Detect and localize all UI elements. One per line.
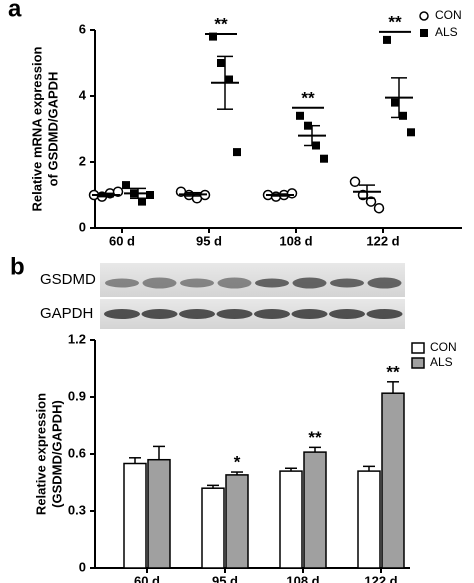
band	[105, 278, 139, 288]
panel-label: b	[10, 253, 25, 280]
band	[142, 277, 177, 289]
band	[180, 278, 214, 288]
y-tick-label: 0	[79, 219, 86, 234]
data-point	[146, 191, 154, 199]
data-point	[349, 176, 361, 188]
data-point	[225, 75, 233, 84]
y-axis-label: of GSDMD/GAPDH	[45, 72, 60, 187]
legend-swatch	[411, 342, 425, 354]
x-tick-label: 60 d	[134, 573, 160, 583]
data-point	[320, 154, 328, 163]
y-tick-label: 2	[79, 153, 86, 168]
data-point	[373, 202, 385, 214]
data-point	[383, 35, 391, 44]
y-tick-label: 4	[79, 87, 87, 102]
y-tick-label: 0.3	[68, 502, 86, 517]
band	[216, 309, 253, 319]
bar	[123, 462, 147, 569]
bar	[225, 474, 249, 569]
legend-label: CON	[430, 340, 457, 354]
band	[104, 309, 140, 319]
band	[254, 309, 290, 319]
x-tick-label: 95 d	[196, 233, 222, 248]
y-tick-label: 0	[79, 559, 86, 574]
band	[330, 278, 364, 288]
band	[217, 277, 252, 289]
y-tick-label: 0.6	[68, 445, 86, 460]
data-point	[217, 59, 225, 67]
blot-label: GSDMD	[40, 271, 96, 288]
y-tick-label: 0.9	[68, 388, 86, 403]
legend-label: ALS	[430, 355, 453, 369]
band	[367, 277, 402, 289]
band	[291, 309, 328, 319]
band	[179, 309, 215, 319]
y-tick-label: 1.2	[68, 331, 86, 346]
data-point	[391, 98, 399, 107]
bar	[279, 470, 303, 569]
bar	[381, 392, 405, 569]
blot-bands	[104, 277, 403, 319]
data-point	[233, 148, 241, 157]
significance-label: *	[234, 453, 241, 472]
x-tick-label: 60 d	[109, 233, 135, 248]
data-point	[365, 196, 377, 207]
significance-label: **	[301, 88, 315, 107]
y-axis-label: Relative mRNA expression	[29, 46, 44, 211]
data-point	[399, 111, 407, 120]
band	[329, 309, 365, 319]
bar	[201, 487, 225, 569]
legend-label: ALS	[435, 25, 458, 39]
x-tick-label: 108 d	[279, 233, 312, 248]
data-point	[407, 128, 415, 137]
y-tick-label: 6	[79, 21, 86, 36]
data-point	[112, 186, 124, 197]
band	[255, 278, 289, 288]
data-point	[138, 197, 146, 206]
legend-label: CON	[435, 8, 462, 22]
band	[141, 309, 178, 319]
x-tick-label: 95 d	[212, 573, 238, 583]
band	[366, 309, 403, 319]
legend-swatch	[411, 357, 425, 369]
panel-label: a	[8, 0, 22, 22]
data-point	[286, 188, 298, 199]
bar	[303, 451, 327, 569]
data-point	[296, 111, 304, 120]
x-tick-label: 122 d	[366, 233, 399, 248]
x-tick-label: 122 d	[364, 573, 397, 583]
significance-label: **	[386, 362, 400, 381]
significance-label: **	[388, 12, 402, 31]
significance-label: **	[214, 14, 228, 33]
data-point	[209, 32, 217, 41]
bar	[147, 458, 171, 569]
y-axis-label: Relative expression	[33, 393, 48, 515]
legend-marker	[420, 29, 428, 37]
bar	[357, 470, 381, 569]
significance-label: **	[308, 428, 322, 447]
data-point	[122, 181, 130, 190]
x-tick-label: 108 d	[286, 573, 319, 583]
blot-label: GAPDH	[40, 305, 93, 322]
band	[292, 277, 327, 289]
legend-marker	[419, 11, 429, 21]
y-axis-label: (GSDMD/GAPDH)	[49, 400, 64, 508]
